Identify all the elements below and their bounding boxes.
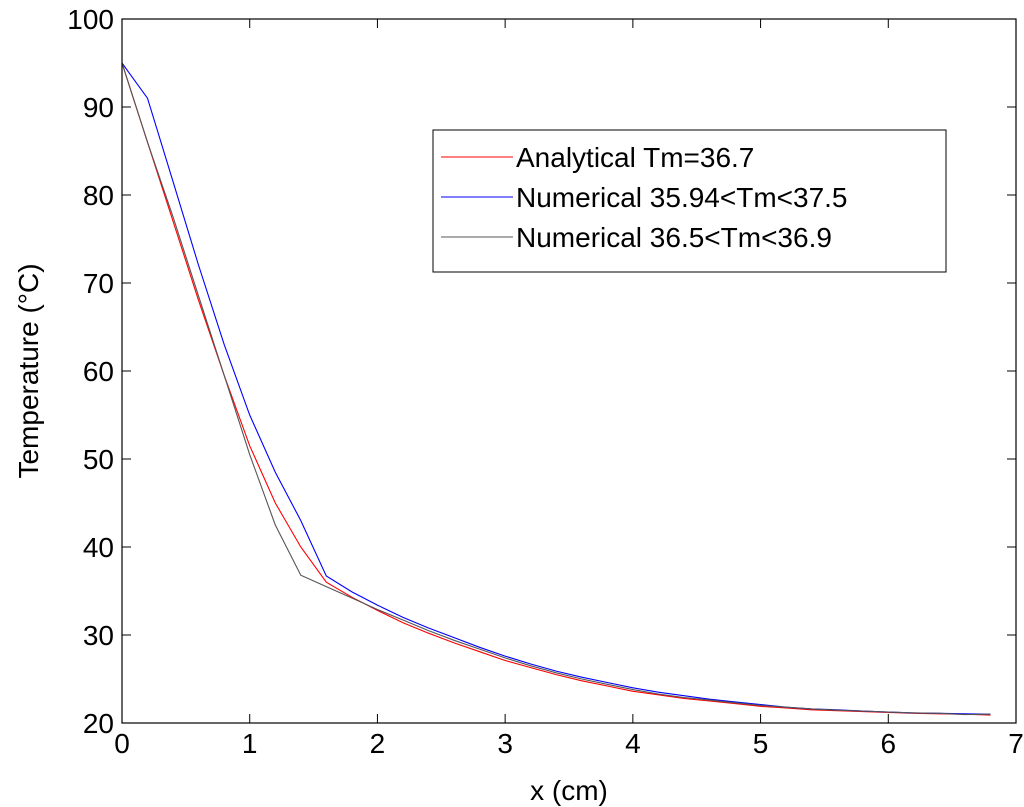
legend: Analytical Tm=36.7 Numerical 35.94<Tm<37.…	[432, 129, 947, 273]
plot-area	[121, 62, 991, 716]
legend-label-3: Numerical 36.5<Tm<36.9	[516, 222, 832, 253]
series-line-3	[121, 62, 991, 716]
legend-label-1: Analytical Tm=36.7	[516, 142, 754, 173]
y-tick-label: 50	[83, 444, 114, 475]
x-axis-label: x (cm)	[530, 775, 608, 806]
x-tick-label: 1	[242, 728, 258, 759]
y-tick-label: 100	[67, 4, 114, 35]
legend-box	[432, 129, 947, 273]
y-tick-label: 30	[83, 620, 114, 651]
y-axis-label: Temperature (°C)	[13, 263, 44, 478]
y-tick-label: 80	[83, 180, 114, 211]
x-tick-label: 3	[497, 728, 513, 759]
y-tick-label: 20	[83, 708, 114, 739]
y-tick-label: 90	[83, 92, 114, 123]
y-tick-label: 60	[83, 356, 114, 387]
x-tick-label: 7	[1008, 728, 1024, 759]
y-tick-label: 70	[83, 268, 114, 299]
x-tick-label: 5	[753, 728, 769, 759]
x-tick-label: 4	[625, 728, 641, 759]
x-tick-label: 6	[880, 728, 896, 759]
axis-ticks: 0 1 2 3 4 5 6 7 20 30 40 50 60 70 80 90 100	[67, 4, 1024, 759]
legend-label-2: Numerical 35.94<Tm<37.5	[516, 182, 848, 213]
y-tick-label: 40	[83, 532, 114, 563]
x-tick-label: 2	[370, 728, 386, 759]
x-tick-label: 0	[114, 728, 130, 759]
